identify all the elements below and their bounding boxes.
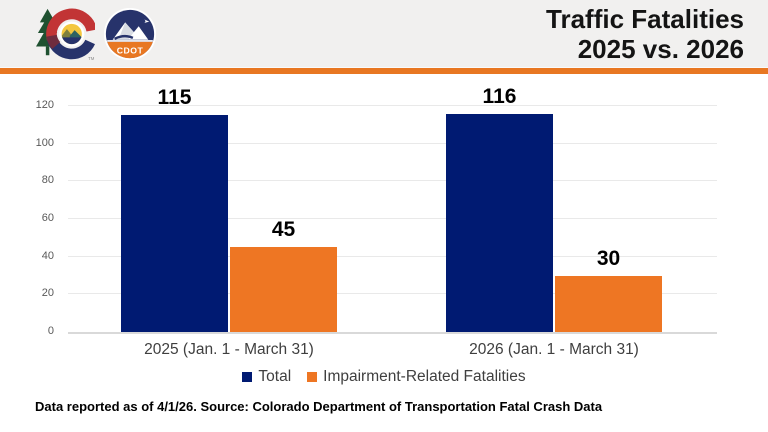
- gridline-20: [68, 293, 717, 295]
- legend-item-total: Total: [242, 368, 291, 386]
- header: TM CDOT Traffic Fatalities 2025 vs. 2026: [0, 0, 768, 67]
- gridline-60: [68, 218, 717, 219]
- y-axis-labels: 0 20 40 60 80 100 120: [20, 99, 60, 337]
- colorado-state-logo-icon: TM: [36, 8, 95, 61]
- legend-swatch-total: [242, 372, 253, 382]
- trademark-text: TM: [88, 56, 95, 61]
- cdot-logo-text: CDOT: [117, 45, 144, 55]
- source-note: Data reported as of 4/1/26. Source: Colo…: [35, 399, 603, 414]
- bar-value-label-impairment-2026: 30: [596, 246, 621, 270]
- bar-total-2025: 115: [121, 86, 228, 332]
- y-tick-label-40: 40: [41, 249, 54, 262]
- y-tick-label-60: 60: [41, 212, 54, 224]
- legend-item-impairment: Impairment-Related Fatalities: [307, 368, 526, 386]
- y-tick-label-0: 0: [47, 325, 54, 337]
- bar-impairment-2026: 30: [555, 247, 662, 332]
- title-line-1: Traffic Fatalities: [546, 3, 744, 34]
- gridline-100: [68, 142, 717, 144]
- y-tick-label-120: 120: [35, 99, 54, 111]
- page-title: Traffic Fatalities 2025 vs. 2026: [546, 4, 744, 64]
- category-label-2026: 2026 (Jan. 1 - March 31): [469, 341, 639, 358]
- chart-legend: Total Impairment-Related Fatalities: [0, 368, 768, 386]
- plot-area: 115 45 116 30: [68, 85, 717, 334]
- bar-value-label-impairment-2025: 45: [271, 218, 296, 242]
- logo-group: TM CDOT: [33, 6, 157, 62]
- bar-impairment-2025: 45: [230, 218, 337, 332]
- gridline-80: [68, 180, 717, 182]
- y-tick-label-80: 80: [41, 174, 54, 187]
- y-tick-label-100: 100: [35, 136, 54, 149]
- bar-value-label-total-2026: 116: [482, 84, 517, 108]
- y-tick-label-20: 20: [41, 287, 54, 300]
- legend-label-impairment: Impairment-Related Fatalities: [323, 368, 526, 385]
- header-divider-bar: [0, 67, 768, 74]
- title-line-2: 2025 vs. 2026: [577, 33, 744, 64]
- legend-swatch-impairment: [307, 372, 318, 382]
- bar-group-2026: 116 30: [446, 85, 662, 332]
- legend-label-total: Total: [258, 368, 292, 385]
- cdot-logo-icon: CDOT: [103, 7, 157, 60]
- category-label-2025: 2025 (Jan. 1 - March 31): [144, 341, 314, 358]
- bar-total-2026: 116: [446, 85, 553, 332]
- bar-group-2025: 115 45: [121, 86, 337, 332]
- gridline-120: [68, 105, 717, 106]
- gridline-40: [68, 255, 717, 257]
- bar-value-label-total-2025: 115: [157, 86, 192, 110]
